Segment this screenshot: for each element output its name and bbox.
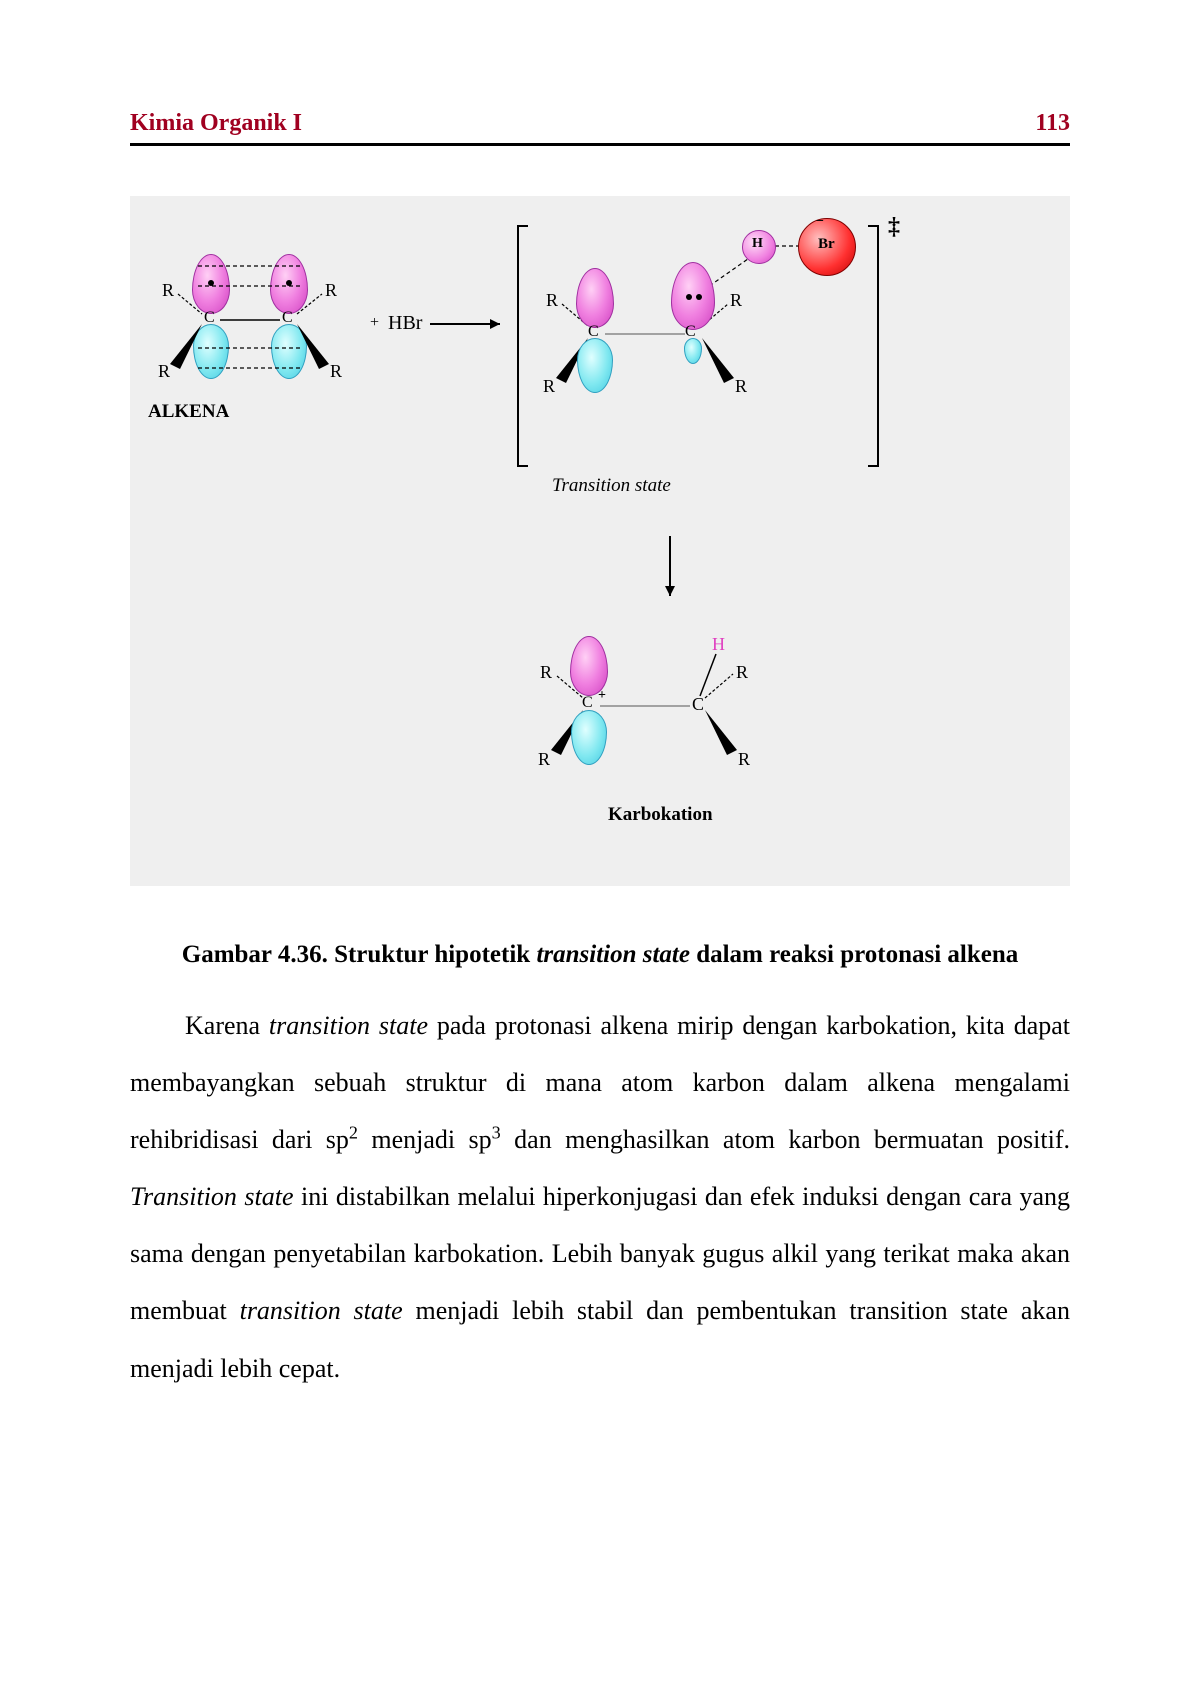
- body-text-fragment: dan menghasilkan atom karbon bermuatan p…: [501, 1125, 1070, 1154]
- plus-charge-label: +: [598, 688, 606, 704]
- transition-state-label: Transition state: [552, 474, 671, 499]
- atom-label: C: [685, 323, 696, 341]
- electron-dot-icon: [686, 294, 692, 300]
- r-label: R: [158, 361, 170, 382]
- caption-suffix: dalam reaksi protonasi alkena: [690, 941, 1018, 968]
- r-label: R: [540, 662, 552, 683]
- body-text-fragment: Karena: [185, 1011, 269, 1040]
- ddagger-label: ‡: [888, 214, 900, 241]
- karbokation-label: Karbokation: [608, 804, 713, 826]
- orbital-bottom-icon: [577, 338, 613, 393]
- r-label: R: [543, 376, 555, 397]
- h-label: H: [712, 634, 725, 655]
- orbital-bottom-icon: [193, 324, 229, 379]
- r-label: R: [546, 290, 558, 311]
- body-text-italic: transition state: [240, 1296, 403, 1325]
- atom-label: C: [692, 694, 704, 715]
- neg-label: −: [816, 214, 824, 230]
- figure-caption: Gambar 4.36. Struktur hipotetik transiti…: [130, 931, 1070, 979]
- header-title: Kimia Organik I: [130, 110, 302, 137]
- atom-label: C: [582, 694, 593, 712]
- body-text-fragment: menjadi sp: [358, 1125, 492, 1154]
- atom-label: C: [588, 323, 599, 341]
- h-label: H: [752, 236, 763, 252]
- r-label: R: [735, 376, 747, 397]
- orbital-top-icon: [570, 636, 608, 696]
- plus-label: +: [370, 314, 379, 332]
- r-label: R: [730, 290, 742, 311]
- atom-label: C: [204, 309, 215, 327]
- r-label: R: [738, 749, 750, 770]
- orbital-bottom-icon: [571, 710, 607, 765]
- body-paragraph: Karena transition state pada protonasi a…: [130, 997, 1070, 1397]
- r-label: R: [162, 280, 174, 301]
- electron-dot-icon: [208, 280, 214, 286]
- page-header: Kimia Organik I 113: [130, 110, 1070, 146]
- orbital-small-icon: [684, 338, 702, 364]
- alkena-label: ALKENA: [148, 401, 229, 423]
- r-label: R: [325, 280, 337, 301]
- body-superscript: 3: [492, 1122, 501, 1142]
- orbital-top-icon: [576, 268, 614, 328]
- caption-prefix: Gambar 4.36. Struktur hipotetik: [182, 941, 537, 968]
- page-number: 113: [1035, 110, 1070, 137]
- orbital-bottom-icon: [271, 324, 307, 379]
- r-label: R: [736, 662, 748, 683]
- electron-dot-icon: [696, 294, 702, 300]
- atom-label: C: [282, 309, 293, 327]
- caption-italic: transition state: [536, 941, 690, 968]
- body-text-italic: transition state: [269, 1011, 428, 1040]
- orbital-top-icon: [671, 262, 715, 330]
- r-label: R: [330, 361, 342, 382]
- body-superscript: 2: [349, 1122, 358, 1142]
- body-text-italic: Transition state: [130, 1182, 294, 1211]
- hbr-label: HBr: [388, 312, 422, 335]
- br-label: Br: [818, 236, 835, 253]
- electron-dot-icon: [286, 280, 292, 286]
- r-label: R: [538, 749, 550, 770]
- reaction-diagram: C C: [130, 196, 1070, 886]
